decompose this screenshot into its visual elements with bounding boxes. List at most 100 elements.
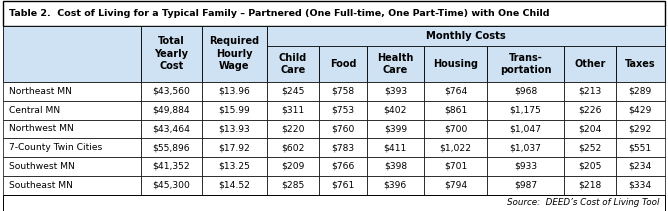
- Bar: [367, 82, 424, 101]
- Text: $49,884: $49,884: [152, 106, 190, 115]
- Bar: [487, 138, 564, 157]
- Text: Health
Care: Health Care: [377, 53, 413, 75]
- Bar: [3, 82, 141, 101]
- Text: $45,300: $45,300: [152, 181, 190, 190]
- Text: $794: $794: [444, 181, 467, 190]
- Text: $13.93: $13.93: [218, 124, 250, 133]
- Bar: [616, 26, 665, 82]
- Bar: [487, 120, 564, 138]
- Text: $861: $861: [444, 106, 467, 115]
- Text: $398: $398: [384, 162, 407, 171]
- Text: Trans-
portation: Trans- portation: [500, 53, 551, 75]
- Bar: [487, 157, 564, 176]
- Text: $17.92: $17.92: [218, 143, 250, 152]
- Text: $396: $396: [383, 181, 407, 190]
- Bar: [3, 120, 141, 138]
- Text: $311: $311: [281, 106, 305, 115]
- Text: $292: $292: [629, 124, 652, 133]
- Bar: [319, 26, 367, 82]
- Text: Southwest MN: Southwest MN: [9, 162, 75, 171]
- Bar: [267, 26, 665, 46]
- Text: Monthly Costs: Monthly Costs: [426, 31, 506, 41]
- Bar: [3, 157, 141, 176]
- Bar: [367, 101, 424, 120]
- Bar: [202, 120, 267, 138]
- Bar: [3, 138, 141, 157]
- Bar: [616, 120, 665, 138]
- Bar: [487, 82, 564, 101]
- Text: $43,464: $43,464: [152, 124, 190, 133]
- Bar: [564, 101, 616, 120]
- Text: $429: $429: [629, 106, 652, 115]
- Bar: [616, 138, 665, 157]
- Bar: [616, 157, 665, 176]
- Text: $402: $402: [383, 106, 407, 115]
- Bar: [141, 138, 202, 157]
- Bar: [564, 157, 616, 176]
- Bar: [424, 157, 487, 176]
- Text: Required
Hourly
Wage: Required Hourly Wage: [209, 37, 259, 71]
- Text: $245: $245: [281, 87, 305, 96]
- Bar: [267, 101, 319, 120]
- Bar: [202, 26, 267, 82]
- Text: $218: $218: [578, 181, 602, 190]
- Text: Northwest MN: Northwest MN: [9, 124, 73, 133]
- Text: Southeast MN: Southeast MN: [9, 181, 73, 190]
- Bar: [367, 138, 424, 157]
- Text: Taxes: Taxes: [625, 59, 655, 69]
- Bar: [319, 82, 367, 101]
- Text: $393: $393: [384, 87, 407, 96]
- Text: Total
Yearly
Cost: Total Yearly Cost: [154, 37, 188, 71]
- Bar: [487, 26, 564, 82]
- Text: $55,896: $55,896: [152, 143, 190, 152]
- Text: Child
Care: Child Care: [279, 53, 307, 75]
- Text: $1,037: $1,037: [510, 143, 541, 152]
- Bar: [487, 176, 564, 195]
- Bar: [564, 176, 616, 195]
- Text: $764: $764: [444, 87, 467, 96]
- Text: $285: $285: [281, 181, 305, 190]
- Bar: [3, 26, 141, 82]
- Bar: [141, 157, 202, 176]
- Text: $399: $399: [384, 124, 407, 133]
- Bar: [319, 138, 367, 157]
- Text: $334: $334: [629, 181, 652, 190]
- Text: $234: $234: [629, 162, 652, 171]
- Bar: [424, 176, 487, 195]
- Text: $760: $760: [331, 124, 355, 133]
- Bar: [616, 82, 665, 101]
- Bar: [616, 101, 665, 120]
- Bar: [367, 176, 424, 195]
- Bar: [267, 176, 319, 195]
- Bar: [141, 82, 202, 101]
- Bar: [367, 26, 424, 82]
- Text: $13.96: $13.96: [218, 87, 250, 96]
- Text: $758: $758: [331, 87, 355, 96]
- Bar: [367, 120, 424, 138]
- Text: $933: $933: [514, 162, 537, 171]
- Text: Northeast MN: Northeast MN: [9, 87, 71, 96]
- Text: $213: $213: [578, 87, 602, 96]
- Text: $783: $783: [331, 143, 355, 152]
- Bar: [3, 195, 665, 211]
- Bar: [141, 101, 202, 120]
- Bar: [141, 120, 202, 138]
- Bar: [564, 26, 616, 82]
- Bar: [202, 138, 267, 157]
- Bar: [202, 82, 267, 101]
- Text: $766: $766: [331, 162, 355, 171]
- Text: $13.25: $13.25: [218, 162, 250, 171]
- Text: Housing: Housing: [433, 59, 478, 69]
- Text: $968: $968: [514, 87, 537, 96]
- Bar: [319, 120, 367, 138]
- Bar: [319, 176, 367, 195]
- Text: $700: $700: [444, 124, 467, 133]
- Text: $1,175: $1,175: [510, 106, 541, 115]
- Bar: [564, 82, 616, 101]
- Text: $220: $220: [281, 124, 305, 133]
- Bar: [564, 120, 616, 138]
- Bar: [616, 176, 665, 195]
- Bar: [267, 157, 319, 176]
- Text: $1,047: $1,047: [510, 124, 542, 133]
- Bar: [424, 101, 487, 120]
